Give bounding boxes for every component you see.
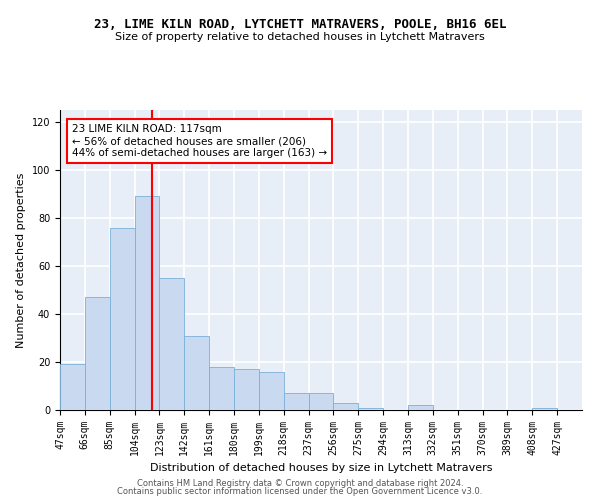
Bar [532,408,557,410]
Text: Contains HM Land Registry data © Crown copyright and database right 2024.: Contains HM Land Registry data © Crown c… [137,478,463,488]
Bar [184,336,209,410]
Bar [334,403,358,410]
Bar [308,393,334,410]
Text: Size of property relative to detached houses in Lytchett Matravers: Size of property relative to detached ho… [115,32,485,42]
Bar [85,297,110,410]
Text: Contains public sector information licensed under the Open Government Licence v3: Contains public sector information licen… [118,487,482,496]
Text: 23 LIME KILN ROAD: 117sqm
← 56% of detached houses are smaller (206)
44% of semi: 23 LIME KILN ROAD: 117sqm ← 56% of detac… [72,124,327,158]
Bar [234,369,259,410]
Bar [134,196,160,410]
Y-axis label: Number of detached properties: Number of detached properties [16,172,26,348]
X-axis label: Distribution of detached houses by size in Lytchett Matravers: Distribution of detached houses by size … [150,464,492,473]
Bar [408,405,433,410]
Bar [209,367,234,410]
Bar [358,408,383,410]
Bar [259,372,284,410]
Bar [60,364,85,410]
Bar [160,278,184,410]
Bar [110,228,134,410]
Bar [284,393,308,410]
Text: 23, LIME KILN ROAD, LYTCHETT MATRAVERS, POOLE, BH16 6EL: 23, LIME KILN ROAD, LYTCHETT MATRAVERS, … [94,18,506,30]
